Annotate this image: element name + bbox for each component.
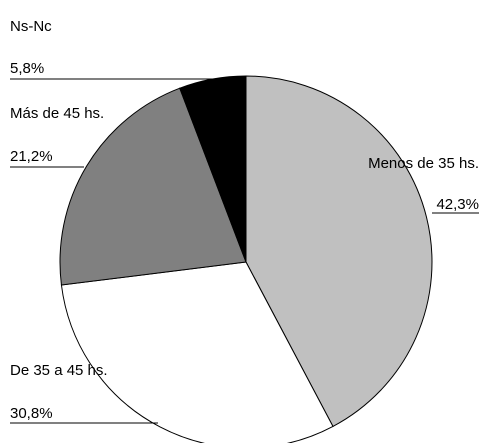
slice-value-ns-nc: 5,8% [10,60,44,77]
pie-callouts: Menos de 35 hs. 42,3% De 35 a 45 hs. 30,… [10,18,479,424]
slice-value-menos-de-35: 42,3% [436,196,479,213]
slice-label-de-35-a-45: De 35 a 45 hs. [10,362,108,379]
pie-slice-1 [60,261,334,443]
pie-slice-0 [245,75,433,428]
pie-slices [59,75,433,443]
slice-value-de-35-a-45: 30,8% [10,405,53,422]
slice-value-mas-de-45: 21,2% [10,148,53,165]
slice-label-ns-nc: Ns-Nc [10,18,52,35]
slice-label-menos-de-35: Menos de 35 hs. [368,155,479,172]
pie-slice-2 [59,87,247,286]
slice-label-mas-de-45: Más de 45 hs. [10,105,104,122]
